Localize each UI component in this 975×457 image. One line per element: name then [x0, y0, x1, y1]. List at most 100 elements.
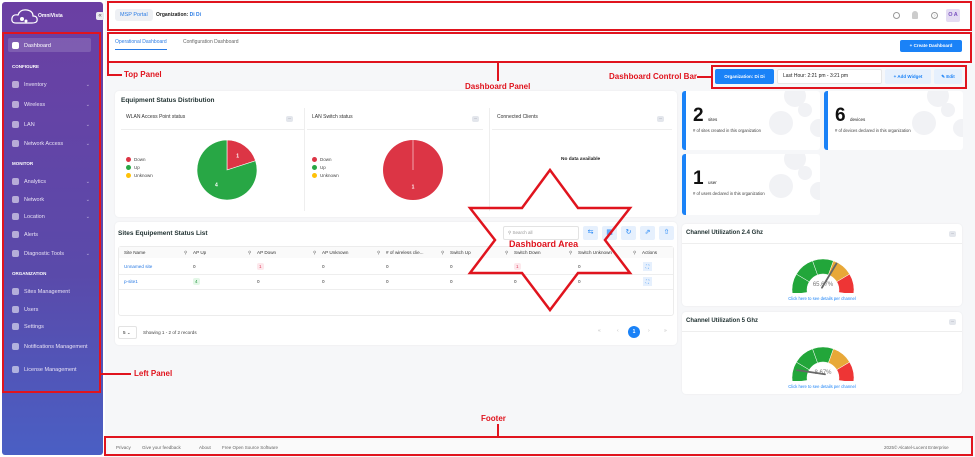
sidebar-item-wireless[interactable]: Wireless ⌄	[12, 101, 90, 108]
column-header[interactable]: Site Name	[124, 250, 146, 255]
sidebar-item-network[interactable]: Network ⌄	[12, 196, 90, 203]
annotation-box-top	[107, 1, 972, 31]
export-icon[interactable]: ⇧	[659, 226, 674, 240]
open-external-icon[interactable]: ⇗	[640, 226, 655, 240]
expand-icon[interactable]: ⛶	[643, 262, 652, 271]
create-dashboard-button[interactable]: + Create Dashboard	[900, 40, 962, 52]
legend-item[interactable]: Up	[126, 164, 153, 172]
footer-link[interactable]: Privacy	[116, 445, 131, 450]
avatar[interactable]: O A	[946, 9, 960, 22]
column-settings-icon[interactable]: ⇆	[583, 226, 598, 240]
column-header[interactable]: Actions	[642, 250, 658, 255]
page-1-button[interactable]: 1	[628, 326, 640, 338]
page-size-select[interactable]: 5 ⌄	[118, 326, 137, 339]
more-options-icon[interactable]: ···	[657, 116, 664, 122]
last-page-button[interactable]: »	[664, 328, 667, 334]
panel-title: LAN Switch status	[312, 114, 353, 120]
organization-name[interactable]: Di Di	[189, 12, 202, 18]
help-icon[interactable]: ?	[931, 12, 938, 19]
prev-page-button[interactable]: ‹	[617, 328, 619, 334]
edit-button[interactable]: ✎ Edit	[934, 69, 962, 84]
home-icon	[12, 288, 19, 295]
layout-icon[interactable]: ▦	[602, 226, 617, 240]
panel-title: WLAN Access Point status	[126, 114, 186, 120]
chevron-down-icon: ⌄	[85, 101, 90, 108]
column-header[interactable]: # of wireless clie...	[386, 250, 424, 255]
site-link[interactable]: p-site1	[124, 279, 138, 284]
bell-icon[interactable]	[912, 11, 918, 19]
table-cell: 0	[450, 264, 453, 269]
sidebar-item-dashboard-label[interactable]: Dashboard	[12, 42, 90, 49]
legend-item[interactable]: Up	[312, 164, 339, 172]
table-cell: 1	[257, 263, 264, 270]
chevron-down-icon: ⌄	[85, 81, 90, 88]
column-header[interactable]: Switch Unknown	[578, 250, 612, 255]
column-search-icon[interactable]: ⚲	[633, 250, 637, 255]
column-header[interactable]: AP Up	[193, 250, 207, 255]
sidebar-item-dashboard[interactable]	[8, 38, 91, 52]
refresh-icon[interactable]: ↻	[621, 226, 636, 240]
first-page-button[interactable]: «	[598, 328, 601, 334]
sidebar-item-settings[interactable]: Settings	[12, 323, 90, 330]
column-search-icon[interactable]: ⚲	[313, 250, 317, 255]
pie-slice	[196, 139, 258, 201]
sidebar-item-network-access[interactable]: Network Access ⌄	[12, 140, 90, 147]
sidebar-item-license-management[interactable]: License Management	[12, 366, 90, 373]
organization-filter-button[interactable]: Organization: Di Di	[715, 69, 774, 84]
column-search-icon[interactable]: ⚲	[377, 250, 381, 255]
sidebar-section-title: MONITOR	[12, 161, 34, 166]
annotation-dashboard-area: Dashboard Area	[509, 239, 579, 249]
site-link[interactable]: Unnamed site	[124, 264, 153, 269]
network-icon	[12, 196, 19, 203]
footer-link[interactable]: About	[199, 445, 211, 450]
column-search-icon[interactable]: ⚲	[569, 250, 573, 255]
msp-portal-button[interactable]: MSP Portal	[115, 9, 153, 21]
column-header[interactable]: AP Down	[257, 250, 277, 255]
sidebar-item-inventory[interactable]: Inventory ⌄	[12, 81, 90, 88]
legend-item[interactable]: Down	[126, 156, 153, 164]
time-range-selector[interactable]: Last Hour: 2:21 pm - 3:21 pm	[777, 69, 882, 84]
gauge-segment	[836, 273, 855, 293]
tab-configuration-dashboard[interactable]: Configuration Dashboard	[183, 39, 239, 45]
more-options-icon[interactable]: ···	[472, 116, 479, 122]
sidebar-item-notifications-management[interactable]: Notifications Management	[12, 343, 90, 350]
sidebar-item-diagnostic-tools[interactable]: Diagnostic Tools ⌄	[12, 250, 90, 257]
legend-item[interactable]: Unknown	[312, 172, 339, 180]
annotation-box-control-bar	[711, 65, 967, 89]
chevron-down-icon: ⌄	[85, 178, 90, 185]
sidebar-item-analytics[interactable]: Analytics ⌄	[12, 178, 90, 185]
column-header[interactable]: AP Unknown	[322, 250, 349, 255]
search-input[interactable]: ⚲ Search all	[503, 226, 579, 240]
column-search-icon[interactable]: ⚲	[184, 250, 188, 255]
footer-link[interactable]: Give your feedback	[142, 445, 181, 450]
next-page-button[interactable]: ›	[648, 328, 650, 334]
column-header[interactable]: Switch Up	[450, 250, 471, 255]
sidebar-item-lan[interactable]: LAN ⌄	[12, 121, 90, 128]
collapse-sidebar-button[interactable]: «	[96, 12, 104, 20]
search-icon[interactable]	[893, 12, 900, 19]
column-header[interactable]: Switch Down	[514, 250, 541, 255]
footer-link[interactable]: Free Open Source Software	[222, 445, 279, 450]
stat-card: 2 sites # of sites created in this organiz…	[682, 91, 820, 150]
expand-icon[interactable]: ⛶	[643, 277, 652, 286]
sidebar-item-location[interactable]: Location ⌄	[12, 213, 90, 220]
more-options-icon[interactable]: ···	[949, 231, 956, 237]
legend-item[interactable]: Down	[312, 156, 339, 164]
channel-details-link[interactable]: Click here to see details per channel	[788, 296, 856, 301]
column-search-icon[interactable]: ⚲	[248, 250, 252, 255]
more-options-icon[interactable]: ···	[949, 319, 956, 325]
more-options-icon[interactable]: ···	[286, 116, 293, 122]
sidebar-item-alerts[interactable]: Alerts	[12, 231, 90, 238]
sidebar-item-sites-management[interactable]: Sites Management	[12, 288, 90, 295]
channel-details-link[interactable]: Click here to see details per channel	[788, 384, 856, 389]
sidebar-item-users[interactable]: Users	[12, 306, 90, 313]
legend-swatch	[126, 165, 131, 170]
legend-item[interactable]: Unknown	[126, 172, 153, 180]
left-panel	[2, 2, 103, 455]
column-search-icon[interactable]: ⚲	[505, 250, 509, 255]
tab-operational-dashboard[interactable]: Operational Dashboard	[115, 39, 167, 50]
annotation-footer: Footer	[481, 414, 506, 423]
column-search-icon[interactable]: ⚲	[441, 250, 445, 255]
add-widget-button[interactable]: + Add Widget	[885, 69, 931, 84]
footer	[108, 440, 970, 454]
